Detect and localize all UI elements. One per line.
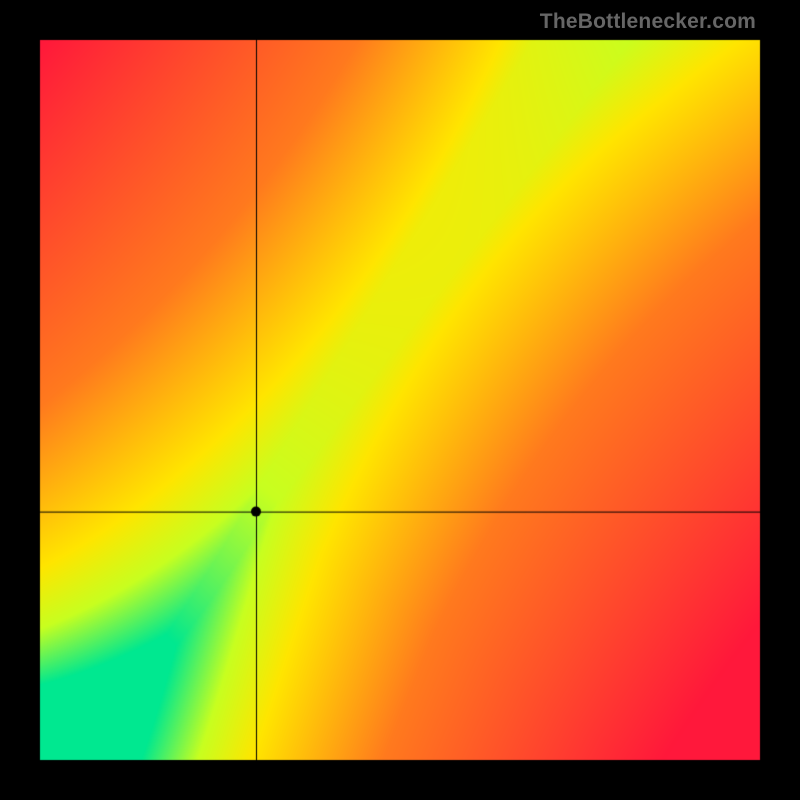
watermark-text: TheBottlenecker.com <box>540 10 756 34</box>
chart-container: TheBottlenecker.com <box>0 0 800 800</box>
heatmap-canvas <box>0 0 800 800</box>
